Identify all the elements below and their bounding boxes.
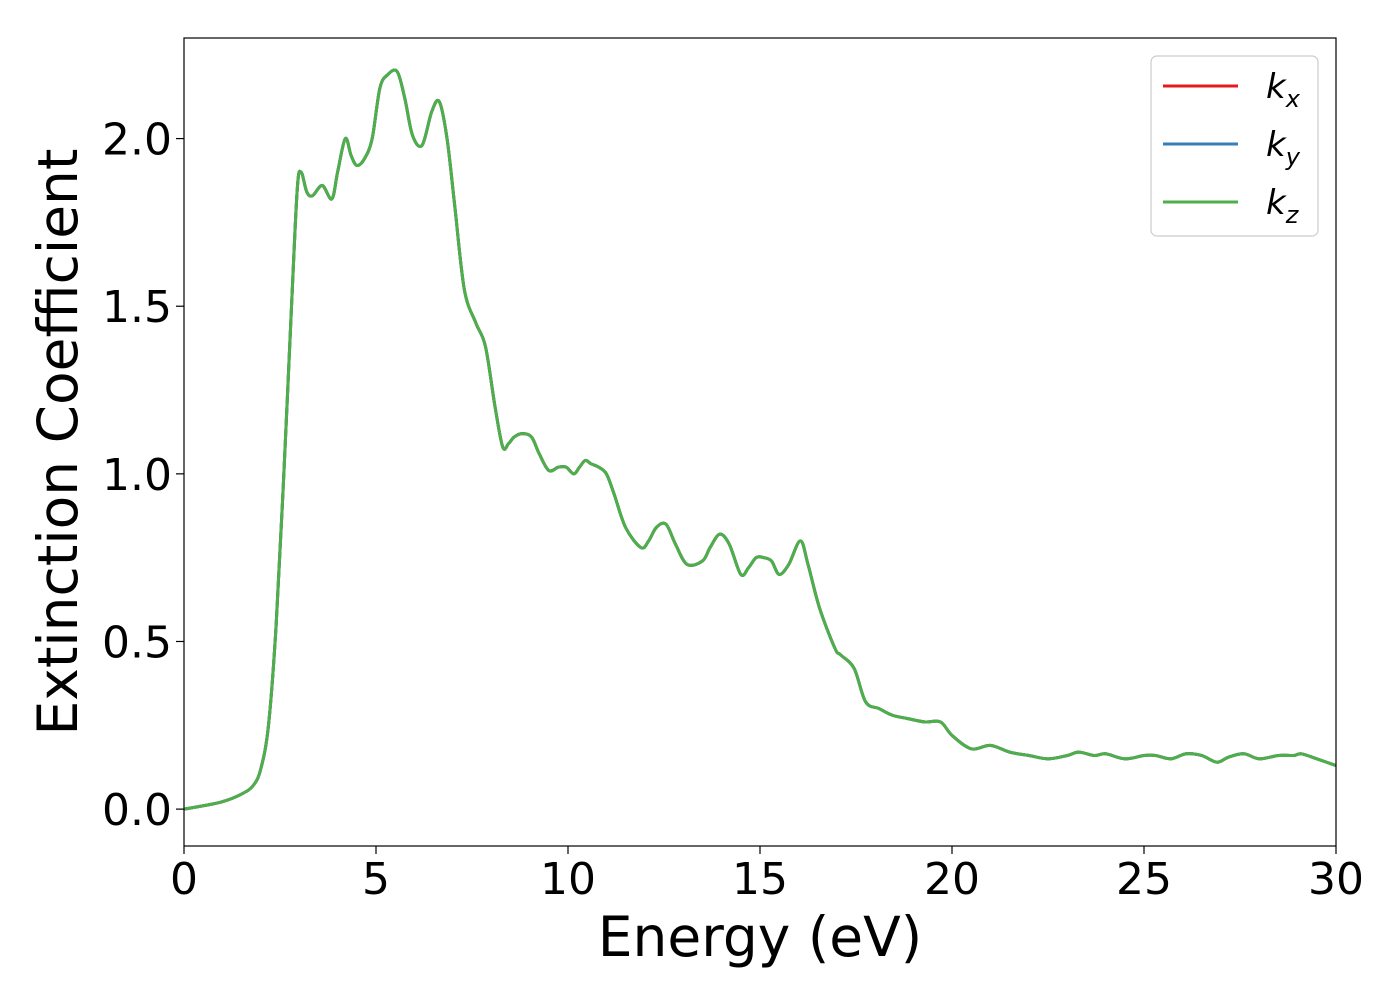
legend-label-k-y: ky <box>1266 125 1301 171</box>
x-tick-label: 30 <box>1308 854 1364 905</box>
series-layer <box>184 68 1336 811</box>
x-tick-label: 0 <box>170 854 198 905</box>
legend-label-subscript: x <box>1285 85 1301 113</box>
legend-label-subscript: z <box>1285 201 1300 229</box>
y-axis-ticks: 0.0 0.5 1.0 1.5 2.0 <box>102 115 184 836</box>
legend-label-base: k <box>1266 183 1287 223</box>
legend-label-base: k <box>1266 125 1287 165</box>
x-tick-label: 25 <box>1116 854 1172 905</box>
x-axis-title: Energy (eV) <box>598 905 922 969</box>
y-tick-label: 2.0 <box>102 115 172 166</box>
series-line-k-z <box>184 68 1336 811</box>
x-tick-label: 10 <box>540 854 596 905</box>
y-tick-label: 0.5 <box>102 617 172 668</box>
y-tick-label: 0.0 <box>102 785 172 836</box>
legend-label-subscript: y <box>1285 143 1301 171</box>
y-tick-label: 1.0 <box>102 450 172 501</box>
legend-label-k-x: kx <box>1266 67 1301 113</box>
x-tick-label: 20 <box>924 854 980 905</box>
y-axis-title: Extinction Coefficient <box>26 149 90 736</box>
y-tick-label: 1.5 <box>102 282 172 333</box>
legend-box <box>1150 55 1319 237</box>
legend-label-base: k <box>1266 67 1287 107</box>
x-tick-label: 5 <box>362 854 390 905</box>
x-axis-ticks: 0 5 10 15 20 25 30 <box>170 846 1364 905</box>
x-tick-label: 15 <box>732 854 788 905</box>
legend-label-k-z: kz <box>1266 183 1300 229</box>
